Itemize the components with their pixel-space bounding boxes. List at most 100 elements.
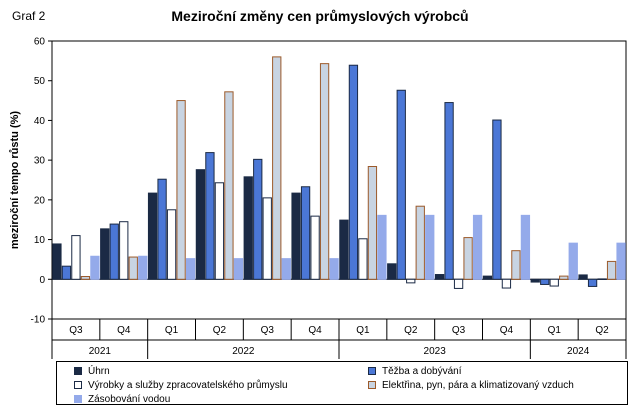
- bar: [377, 214, 387, 280]
- bar: [587, 278, 598, 287]
- bar: [530, 278, 540, 283]
- legend-item: Elektřina, pyn, pára a klimatizovaný vzd…: [368, 380, 574, 392]
- y-tick-label: 20: [34, 195, 46, 206]
- x-tick-label: Q1: [356, 325, 370, 336]
- bar: [329, 258, 339, 280]
- bar: [415, 205, 425, 280]
- x-tick-label: Q2: [213, 325, 227, 336]
- bar: [262, 197, 272, 280]
- bar: [367, 166, 378, 280]
- x-tick-label: Q1: [165, 325, 179, 336]
- bar: [119, 221, 129, 280]
- y-tick-label: 10: [34, 235, 46, 246]
- y-tick-label: 50: [34, 76, 46, 87]
- bar: [434, 274, 445, 280]
- bar: [482, 275, 493, 280]
- y-tick-label: 40: [34, 116, 46, 127]
- legend-item: Úhrn: [74, 366, 110, 378]
- y-axis-label: meziroční tempo růstu (%): [9, 111, 21, 249]
- x-tick-label: Q3: [452, 325, 466, 336]
- bar: [578, 274, 588, 280]
- x-tick-label: Q4: [500, 325, 514, 336]
- bar: [472, 214, 483, 280]
- bar: [185, 258, 196, 280]
- legend-item: Těžba a dobývání: [368, 366, 462, 378]
- bar: [61, 265, 72, 280]
- bar: [606, 260, 617, 280]
- bar: [90, 255, 100, 280]
- x-tick-label: Q3: [261, 325, 275, 336]
- bar: [166, 209, 177, 280]
- bar: [387, 263, 397, 280]
- bar: [520, 214, 531, 280]
- legend-label: Zásobování vodou: [88, 394, 171, 405]
- bars: [52, 56, 626, 289]
- figure-label: Graf 2: [12, 9, 46, 23]
- bar: [224, 91, 234, 280]
- bar: [52, 243, 62, 280]
- year-label: 2024: [567, 346, 590, 357]
- y-tick-label: 60: [34, 37, 46, 48]
- bar: [272, 56, 282, 280]
- bar: [501, 278, 512, 289]
- legend: Úhrn Těžba a dobývání Výrobky a služby zpr…: [56, 361, 628, 405]
- axis-labels: -10 0 10 20 30 40 50 60 Q3 Q4 Q1 Q2 Q3 Q4 Q1 Q2 Q3 Q4 Q1 Q2…: [31, 37, 610, 358]
- legend-label: Těžba a dobývání: [382, 366, 462, 377]
- y-tick-label: 30: [34, 156, 46, 167]
- legend-swatch: [74, 395, 82, 403]
- chart-title: Meziroční změny cen průmyslových výrobců: [171, 8, 469, 24]
- legend-label: Úhrn: [88, 366, 110, 377]
- bar: [281, 258, 291, 280]
- bar: [243, 176, 253, 280]
- legend-item: Zásobování vodou: [74, 394, 170, 406]
- legend-swatch: [74, 367, 82, 375]
- year-label: 2021: [89, 346, 112, 357]
- bar: [339, 219, 349, 280]
- bar: [157, 178, 167, 280]
- bar: [358, 238, 368, 280]
- x-tick-label: Q3: [69, 325, 83, 336]
- bar: [205, 152, 215, 280]
- legend-label: Elektřina, pyn, pára a klimatizovaný vzd…: [382, 380, 574, 391]
- bar: [396, 89, 406, 280]
- bar: [291, 192, 301, 280]
- bar: [195, 169, 206, 280]
- bar: [138, 255, 148, 280]
- axes: [48, 40, 627, 359]
- bar: [549, 278, 559, 287]
- bar: [128, 256, 138, 280]
- bar: [233, 258, 244, 280]
- x-tick-label: Q4: [117, 325, 131, 336]
- bar: [310, 215, 320, 280]
- bar: [568, 242, 578, 280]
- year-label: 2023: [424, 346, 447, 357]
- x-tick-label: Q4: [308, 325, 322, 336]
- bar: [616, 242, 626, 280]
- bar-chart: -10 0 10 20 30 40 50 60 Q3 Q4 Q1 Q2 Q3 Q4 Q1 Q2 Q3 Q4 Q1 Q2…: [9, 37, 627, 359]
- bar: [109, 223, 119, 280]
- bar: [71, 235, 81, 280]
- bar: [559, 275, 569, 280]
- legend-label: Výrobky a služby zpracovatelského průmys…: [88, 380, 288, 391]
- legend-swatch: [368, 367, 376, 375]
- bar: [406, 278, 416, 284]
- bar: [214, 182, 225, 280]
- bar: [597, 278, 607, 280]
- y-tick-label: 0: [39, 275, 45, 286]
- y-tick-label: -10: [31, 315, 46, 326]
- bar: [176, 100, 186, 280]
- bar: [348, 64, 359, 280]
- legend-swatch: [74, 381, 82, 389]
- bar: [492, 119, 502, 280]
- bar: [319, 63, 330, 280]
- bar: [300, 186, 311, 280]
- bar: [444, 102, 454, 280]
- bar: [425, 214, 435, 280]
- x-tick-label: Q2: [404, 325, 418, 336]
- x-tick-label: Q2: [595, 325, 609, 336]
- bar: [80, 276, 91, 280]
- legend-item: Výrobky a služby zpracovatelského průmys…: [74, 380, 288, 392]
- bar: [463, 237, 473, 280]
- bar: [540, 278, 550, 285]
- bar: [453, 278, 464, 289]
